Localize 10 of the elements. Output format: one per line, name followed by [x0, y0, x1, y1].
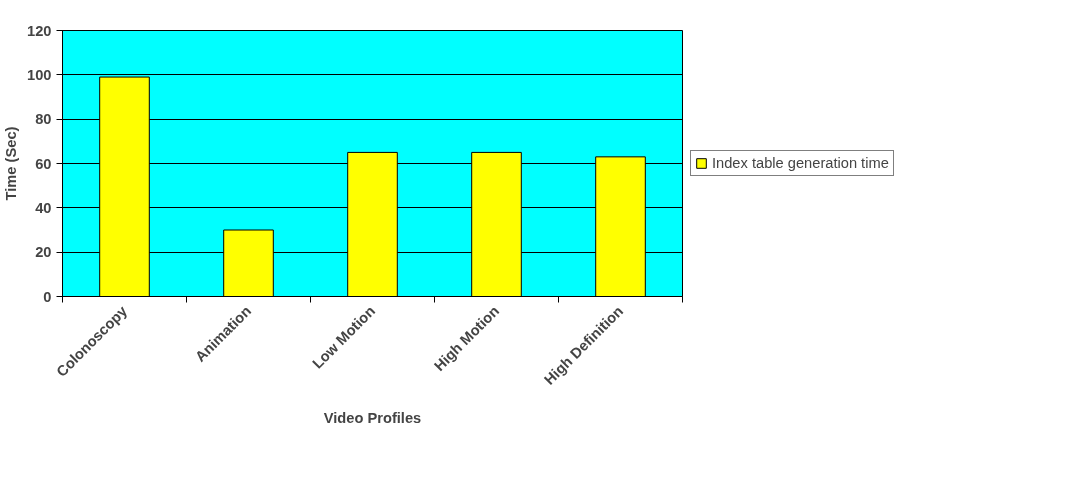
x-axis-title: Video Profiles [323, 410, 422, 427]
y-axis-title: Time (Sec) [3, 126, 20, 201]
y-tick-label: 80 [35, 111, 52, 128]
y-tick-label: 60 [35, 155, 52, 172]
y-tick-label: 0 [43, 288, 52, 305]
y-tick-label: 40 [35, 199, 52, 216]
y-tick-label: 20 [35, 244, 52, 261]
legend-label: Index table generation time [712, 155, 889, 171]
y-tick-label: 100 [27, 66, 52, 83]
y-tick-label: 120 [27, 22, 52, 39]
